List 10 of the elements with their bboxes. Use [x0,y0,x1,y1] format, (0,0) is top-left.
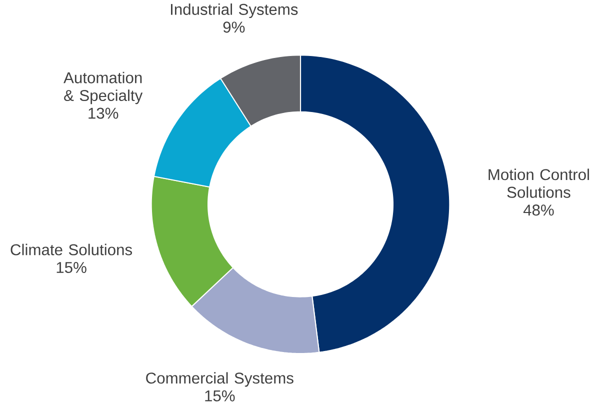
slice-label: Commercial Systems [146,372,294,387]
slice-label: Motion Control Solutions [488,168,589,198]
data-label: 9% [223,22,245,33]
slice-label: Automation & Specialty [64,72,143,104]
data-label: 48% [523,204,554,216]
slice-label: Climate Solutions [10,244,132,256]
data-label: 15% [56,262,86,274]
slice-label: Industrial Systems [171,4,298,18]
data-label: 13% [88,108,118,119]
data-label: 15% [205,390,235,402]
